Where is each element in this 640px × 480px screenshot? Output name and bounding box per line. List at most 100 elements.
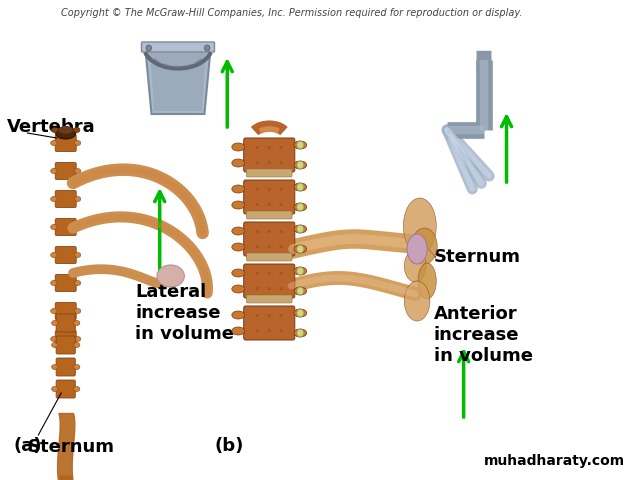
Ellipse shape <box>74 225 81 229</box>
Ellipse shape <box>268 272 271 275</box>
Circle shape <box>296 287 304 295</box>
Ellipse shape <box>279 314 283 317</box>
Ellipse shape <box>268 329 271 332</box>
Text: Lateral
increase
in volume: Lateral increase in volume <box>135 283 234 343</box>
Ellipse shape <box>74 280 81 286</box>
Circle shape <box>296 161 304 169</box>
Ellipse shape <box>255 287 259 290</box>
Ellipse shape <box>404 250 426 282</box>
Ellipse shape <box>51 141 57 145</box>
Ellipse shape <box>232 327 244 335</box>
Ellipse shape <box>418 263 436 299</box>
Polygon shape <box>60 476 72 480</box>
Ellipse shape <box>74 309 81 313</box>
Ellipse shape <box>255 245 259 248</box>
Ellipse shape <box>232 285 244 293</box>
Ellipse shape <box>232 201 244 209</box>
Ellipse shape <box>232 311 244 319</box>
Text: Anterior
increase
in volume: Anterior increase in volume <box>433 305 532 365</box>
Ellipse shape <box>404 281 430 321</box>
Ellipse shape <box>232 227 244 235</box>
Ellipse shape <box>51 252 57 257</box>
Text: (a): (a) <box>13 437 42 455</box>
FancyBboxPatch shape <box>56 336 76 354</box>
Ellipse shape <box>74 196 81 202</box>
Ellipse shape <box>51 196 57 202</box>
FancyBboxPatch shape <box>244 180 295 214</box>
Circle shape <box>296 309 304 317</box>
Ellipse shape <box>74 141 81 145</box>
Ellipse shape <box>255 314 259 317</box>
Ellipse shape <box>157 265 184 287</box>
Ellipse shape <box>294 141 307 149</box>
Ellipse shape <box>74 364 80 370</box>
FancyBboxPatch shape <box>55 247 76 264</box>
Ellipse shape <box>294 309 307 317</box>
Text: Sternum: Sternum <box>433 248 520 266</box>
Circle shape <box>146 45 152 51</box>
Ellipse shape <box>51 280 57 286</box>
Ellipse shape <box>52 364 58 370</box>
FancyBboxPatch shape <box>55 163 76 180</box>
Ellipse shape <box>51 225 57 229</box>
Ellipse shape <box>51 309 57 313</box>
FancyBboxPatch shape <box>55 275 76 291</box>
FancyBboxPatch shape <box>55 191 76 207</box>
Ellipse shape <box>279 146 283 149</box>
Ellipse shape <box>52 386 58 392</box>
Text: Sternum: Sternum <box>28 438 115 456</box>
FancyBboxPatch shape <box>246 169 292 177</box>
Ellipse shape <box>74 168 81 173</box>
FancyBboxPatch shape <box>141 42 214 52</box>
Ellipse shape <box>74 252 81 257</box>
Ellipse shape <box>279 188 283 191</box>
Ellipse shape <box>52 343 58 348</box>
Ellipse shape <box>58 126 73 134</box>
Ellipse shape <box>268 287 271 290</box>
Ellipse shape <box>74 128 80 132</box>
Ellipse shape <box>74 321 80 325</box>
Ellipse shape <box>279 245 283 248</box>
Ellipse shape <box>268 161 271 164</box>
Circle shape <box>296 225 304 233</box>
Ellipse shape <box>255 161 259 164</box>
Ellipse shape <box>403 198 436 254</box>
Ellipse shape <box>56 127 76 139</box>
Ellipse shape <box>51 336 57 341</box>
Ellipse shape <box>279 161 283 164</box>
FancyBboxPatch shape <box>55 302 76 320</box>
Ellipse shape <box>294 287 307 295</box>
Circle shape <box>296 141 304 149</box>
FancyBboxPatch shape <box>56 314 76 332</box>
Ellipse shape <box>268 203 271 206</box>
Ellipse shape <box>52 128 58 132</box>
Ellipse shape <box>268 188 271 191</box>
Ellipse shape <box>255 146 259 149</box>
Ellipse shape <box>268 314 271 317</box>
Ellipse shape <box>255 188 259 191</box>
Ellipse shape <box>268 146 271 149</box>
FancyBboxPatch shape <box>244 222 295 256</box>
Text: Copyright © The McGraw-Hill Companies, Inc. Permission required for reproduction: Copyright © The McGraw-Hill Companies, I… <box>61 8 523 18</box>
Ellipse shape <box>294 183 307 191</box>
Circle shape <box>296 245 304 253</box>
Ellipse shape <box>294 161 307 169</box>
Ellipse shape <box>268 245 271 248</box>
Polygon shape <box>150 48 206 111</box>
Text: muhadharaty.com: muhadharaty.com <box>484 454 625 468</box>
Ellipse shape <box>294 225 307 233</box>
FancyBboxPatch shape <box>55 218 76 236</box>
Ellipse shape <box>279 230 283 233</box>
FancyBboxPatch shape <box>244 264 295 298</box>
Circle shape <box>204 45 210 51</box>
Ellipse shape <box>294 245 307 253</box>
Circle shape <box>296 267 304 275</box>
FancyBboxPatch shape <box>55 331 76 348</box>
Ellipse shape <box>294 267 307 275</box>
Ellipse shape <box>232 143 244 151</box>
Ellipse shape <box>232 269 244 277</box>
Ellipse shape <box>51 168 57 173</box>
Circle shape <box>296 183 304 191</box>
Ellipse shape <box>255 329 259 332</box>
Ellipse shape <box>279 329 283 332</box>
